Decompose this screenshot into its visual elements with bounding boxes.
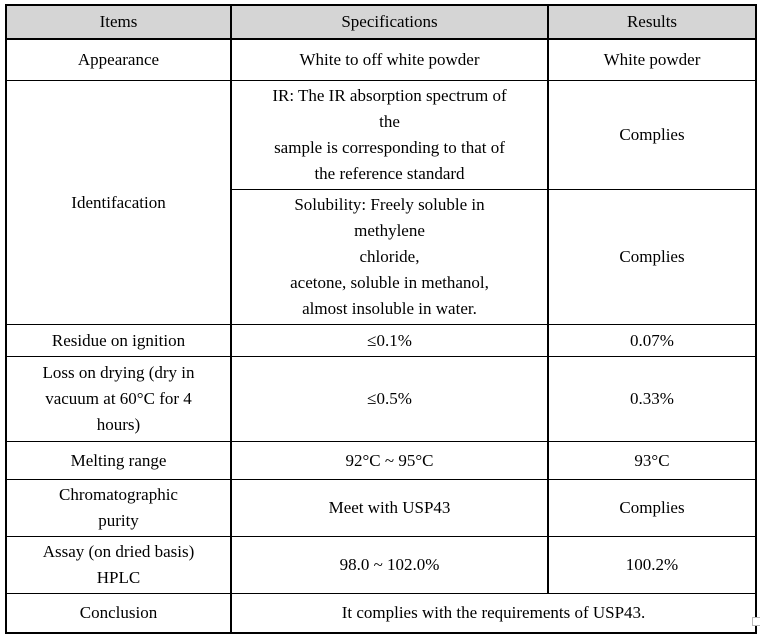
loss-result: 0.33%	[547, 356, 757, 442]
residue-item: Residue on ignition	[5, 324, 232, 357]
chrom-spec: Meet with USP43	[230, 479, 549, 537]
melting-item: Melting range	[5, 441, 232, 480]
chrom-result: Complies	[547, 479, 757, 537]
loss-item: Loss on drying (dry in vacuum at 60°C fo…	[5, 356, 232, 442]
row-loss-on-drying: Loss on drying (dry in vacuum at 60°C fo…	[5, 356, 757, 442]
row-identification-solubility: Solubility: Freely soluble in methylene …	[6, 189, 757, 325]
header-row: Items Specifications Results	[5, 4, 757, 40]
chrom-item: Chromatographic purity	[5, 479, 232, 537]
row-residue-on-ignition: Residue on ignition ≤0.1% 0.07%	[5, 324, 757, 357]
table-resize-handle[interactable]	[752, 617, 760, 626]
row-assay: Assay (on dried basis) HPLC 98.0 ~ 102.0…	[5, 536, 757, 594]
residue-result: 0.07%	[547, 324, 757, 357]
solubility-spec: Solubility: Freely soluble in methylene …	[230, 189, 549, 325]
appearance-result: White powder	[547, 38, 757, 81]
appearance-item: Appearance	[5, 38, 232, 81]
ir-result: Complies	[547, 80, 757, 190]
header-results: Results	[547, 4, 757, 40]
melting-result: 93°C	[547, 441, 757, 480]
conclusion-statement: It complies with the requirements of USP…	[230, 593, 757, 634]
melting-spec: 92°C ~ 95°C	[230, 441, 549, 480]
loss-spec: ≤0.5%	[230, 356, 549, 442]
header-specifications: Specifications	[230, 4, 549, 40]
ir-spec: IR: The IR absorption spectrum of the sa…	[230, 80, 549, 190]
identification-item: Identifacation	[5, 80, 232, 325]
row-chromatographic-purity: Chromatographic purity Meet with USP43 C…	[5, 479, 757, 537]
coa-table: Items Specifications Results Appearance …	[5, 4, 757, 634]
header-items: Items	[5, 4, 232, 40]
assay-spec: 98.0 ~ 102.0%	[230, 536, 549, 594]
conclusion-item: Conclusion	[5, 593, 232, 634]
row-conclusion: Conclusion It complies with the requirem…	[5, 593, 757, 634]
residue-spec: ≤0.1%	[230, 324, 549, 357]
row-identification-ir: Identifacation IR: The IR absorption spe…	[5, 80, 757, 325]
assay-item: Assay (on dried basis) HPLC	[5, 536, 232, 594]
row-appearance: Appearance White to off white powder Whi…	[5, 38, 757, 81]
appearance-spec: White to off white powder	[230, 38, 549, 81]
row-melting-range: Melting range 92°C ~ 95°C 93°C	[5, 441, 757, 480]
solubility-result: Complies	[547, 189, 757, 325]
assay-result: 100.2%	[547, 536, 757, 594]
